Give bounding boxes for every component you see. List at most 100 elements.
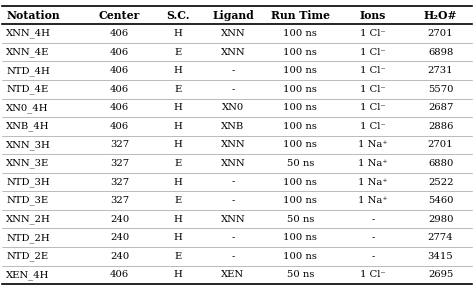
Text: 406: 406: [110, 103, 129, 112]
Text: 1 Cl⁻: 1 Cl⁻: [360, 66, 386, 75]
Text: 327: 327: [110, 159, 129, 168]
Text: H: H: [173, 103, 182, 112]
Text: -: -: [231, 85, 235, 94]
Text: 100 ns: 100 ns: [283, 85, 317, 94]
Text: 100 ns: 100 ns: [283, 252, 317, 261]
Text: 240: 240: [110, 252, 129, 261]
Text: 50 ns: 50 ns: [287, 159, 314, 168]
Text: 100 ns: 100 ns: [283, 140, 317, 150]
Text: -: -: [372, 215, 375, 224]
Text: 2522: 2522: [428, 178, 453, 187]
Text: XNN_4E: XNN_4E: [6, 47, 50, 57]
Text: 406: 406: [110, 48, 129, 57]
Text: NTD_3E: NTD_3E: [6, 196, 48, 205]
Text: 2886: 2886: [428, 122, 453, 131]
Text: XNN: XNN: [220, 140, 245, 150]
Text: 50 ns: 50 ns: [287, 215, 314, 224]
Text: NTD_2E: NTD_2E: [6, 251, 48, 261]
Text: H₂O#: H₂O#: [424, 9, 457, 20]
Text: 100 ns: 100 ns: [283, 233, 317, 242]
Text: 2774: 2774: [428, 233, 454, 242]
Text: H: H: [173, 178, 182, 187]
Text: E: E: [174, 196, 181, 205]
Text: 100 ns: 100 ns: [283, 48, 317, 57]
Text: 1 Na⁺: 1 Na⁺: [358, 159, 388, 168]
Text: XN0_4H: XN0_4H: [6, 103, 49, 113]
Text: 1 Cl⁻: 1 Cl⁻: [360, 29, 386, 38]
Text: XNN: XNN: [220, 215, 245, 224]
Text: 1 Cl⁻: 1 Cl⁻: [360, 122, 386, 131]
Text: 1 Cl⁻: 1 Cl⁻: [360, 270, 386, 279]
Text: 240: 240: [110, 215, 129, 224]
Text: 1 Na⁺: 1 Na⁺: [358, 196, 388, 205]
Text: XNN_2H: XNN_2H: [6, 214, 51, 224]
Text: XNN_3E: XNN_3E: [6, 159, 49, 168]
Text: XNN: XNN: [220, 29, 245, 38]
Text: 327: 327: [110, 140, 129, 150]
Text: 2701: 2701: [428, 140, 454, 150]
Text: H: H: [173, 215, 182, 224]
Text: 6898: 6898: [428, 48, 453, 57]
Text: XNB: XNB: [221, 122, 245, 131]
Text: 1 Na⁺: 1 Na⁺: [358, 178, 388, 187]
Text: E: E: [174, 85, 181, 94]
Text: H: H: [173, 233, 182, 242]
Text: -: -: [231, 196, 235, 205]
Text: 100 ns: 100 ns: [283, 29, 317, 38]
Text: 100 ns: 100 ns: [283, 103, 317, 112]
Text: XNN: XNN: [220, 159, 245, 168]
Text: 406: 406: [110, 270, 129, 279]
Text: Run Time: Run Time: [271, 9, 330, 20]
Text: XNN_3H: XNN_3H: [6, 140, 51, 150]
Text: H: H: [173, 122, 182, 131]
Text: 2687: 2687: [428, 103, 453, 112]
Text: NTD_4H: NTD_4H: [6, 66, 50, 75]
Text: NTD_4E: NTD_4E: [6, 84, 48, 94]
Text: E: E: [174, 159, 181, 168]
Text: 327: 327: [110, 196, 129, 205]
Text: -: -: [231, 233, 235, 242]
Text: 1 Cl⁻: 1 Cl⁻: [360, 48, 386, 57]
Text: 5570: 5570: [428, 85, 453, 94]
Text: 406: 406: [110, 66, 129, 75]
Text: 240: 240: [110, 233, 129, 242]
Text: Center: Center: [99, 9, 140, 20]
Text: 406: 406: [110, 122, 129, 131]
Text: XNB_4H: XNB_4H: [6, 121, 50, 131]
Text: 5460: 5460: [428, 196, 453, 205]
Text: Ions: Ions: [360, 9, 386, 20]
Text: XEN_4H: XEN_4H: [6, 270, 50, 280]
Text: 2701: 2701: [428, 29, 454, 38]
Text: -: -: [372, 252, 375, 261]
Text: 2695: 2695: [428, 270, 453, 279]
Text: -: -: [372, 233, 375, 242]
Text: H: H: [173, 270, 182, 279]
Text: XNN: XNN: [220, 48, 245, 57]
Text: 100 ns: 100 ns: [283, 122, 317, 131]
Text: XNN_4H: XNN_4H: [6, 29, 51, 38]
Text: 50 ns: 50 ns: [287, 270, 314, 279]
Text: -: -: [231, 178, 235, 187]
Text: 1 Na⁺: 1 Na⁺: [358, 140, 388, 150]
Text: 1 Cl⁻: 1 Cl⁻: [360, 85, 386, 94]
Text: -: -: [231, 252, 235, 261]
Text: 2731: 2731: [428, 66, 454, 75]
Text: 100 ns: 100 ns: [283, 178, 317, 187]
Text: H: H: [173, 66, 182, 75]
Text: 100 ns: 100 ns: [283, 196, 317, 205]
Text: H: H: [173, 140, 182, 150]
Text: 2980: 2980: [428, 215, 453, 224]
Text: XEN: XEN: [221, 270, 245, 279]
Text: E: E: [174, 48, 181, 57]
Text: -: -: [231, 66, 235, 75]
Text: Notation: Notation: [6, 9, 60, 20]
Text: 406: 406: [110, 29, 129, 38]
Text: 100 ns: 100 ns: [283, 66, 317, 75]
Text: XN0: XN0: [222, 103, 244, 112]
Text: NTD_3H: NTD_3H: [6, 177, 50, 187]
Text: E: E: [174, 252, 181, 261]
Text: 327: 327: [110, 178, 129, 187]
Text: H: H: [173, 29, 182, 38]
Text: Ligand: Ligand: [212, 9, 254, 20]
Text: 406: 406: [110, 85, 129, 94]
